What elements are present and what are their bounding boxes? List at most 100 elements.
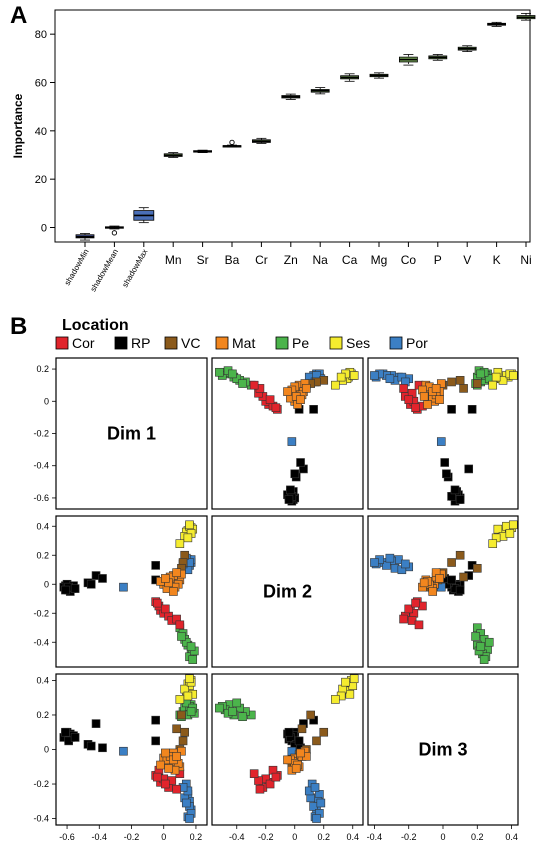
y-tick-label: 40 (35, 126, 47, 138)
point-rp (440, 458, 450, 467)
x-tick-label: Na (313, 253, 329, 267)
dimension-label: Dim 3 (418, 740, 467, 760)
x-tick-label: Mn (165, 253, 182, 267)
y-tick-label: -0.2 (33, 779, 49, 789)
y-tick-label: 0 (44, 396, 49, 406)
point-rp (61, 727, 70, 737)
point-pe (181, 637, 191, 647)
x-tick-label: Ba (225, 253, 240, 267)
point-vc (180, 727, 189, 737)
y-tick-label: -0.2 (33, 429, 49, 439)
point-mat (177, 746, 186, 756)
legend-label-pe: Pe (292, 335, 309, 351)
point-por (310, 783, 320, 792)
y-tick-label: 0.4 (36, 675, 49, 685)
dimension-label: Dim 1 (107, 424, 156, 444)
point-por (181, 798, 191, 808)
y-tick-label: 0 (41, 223, 47, 235)
point-cor (255, 784, 265, 794)
point-pe (186, 707, 196, 716)
x-tick-label: Ca (342, 253, 358, 267)
x-tick-label: 0.2 (317, 832, 330, 842)
point-mat (169, 587, 178, 596)
legend-swatch-por (389, 336, 403, 350)
point-cor (404, 604, 414, 614)
point-por (119, 746, 128, 756)
point-cor (411, 598, 420, 608)
y-axis-label: Importance (11, 93, 25, 158)
y-tick-label: -0.2 (33, 608, 49, 618)
point-pe (471, 632, 480, 641)
point-vc (447, 377, 456, 387)
x-tick-label: Ni (520, 253, 531, 267)
legend-label-mat: Mat (232, 335, 255, 351)
x-tick-label: -0.4 (92, 832, 108, 842)
legend-label-rp: RP (131, 335, 150, 351)
point-cor (161, 779, 170, 789)
point-cor (175, 620, 185, 630)
point-ses (331, 695, 340, 704)
point-vc (297, 724, 307, 734)
point-mat (296, 748, 305, 758)
legend-label-por: Por (406, 335, 428, 351)
point-mat (435, 574, 444, 583)
legend-swatch-rp (114, 336, 128, 350)
point-pe (238, 379, 247, 388)
point-cor (152, 598, 162, 608)
point-ses (349, 674, 359, 684)
point-cor (249, 380, 259, 390)
point-vc (172, 724, 181, 734)
point-mat (164, 764, 173, 773)
point-cor (265, 779, 275, 789)
point-cor (254, 776, 263, 785)
point-mat (283, 755, 292, 765)
point-vc (472, 379, 482, 388)
point-cor (271, 403, 281, 413)
box-outlier (111, 230, 118, 236)
point-cor (399, 614, 408, 624)
point-rp (70, 733, 80, 742)
x-tick-label: Mg (371, 253, 388, 267)
x-tick-label: 0 (292, 832, 297, 842)
point-por (316, 798, 326, 808)
legend-swatch-pe (275, 336, 289, 350)
point-ses (505, 529, 515, 538)
point-cor (271, 772, 281, 782)
x-tick-label: Zn (284, 253, 298, 267)
point-rp (151, 736, 160, 746)
point-mat (423, 400, 432, 409)
point-ses (175, 695, 185, 704)
point-cor (249, 769, 259, 778)
point-ses (488, 380, 498, 390)
point-rp (464, 464, 474, 474)
point-cor (407, 616, 417, 625)
legend-title: Location (62, 317, 129, 334)
point-mat (296, 395, 305, 404)
y-tick-label: -0.4 (33, 461, 49, 471)
point-por (436, 437, 446, 446)
point-pe (215, 703, 224, 713)
panel-r1-c3 (367, 357, 519, 510)
point-rp (284, 495, 294, 504)
point-rp (91, 719, 101, 728)
point-ses (336, 372, 346, 382)
point-ses (349, 371, 359, 380)
point-cor (399, 384, 408, 393)
point-mat (436, 379, 446, 388)
point-pe (188, 655, 198, 664)
legend-swatch-cor (55, 336, 69, 350)
panel-r2-c1 (55, 515, 208, 668)
point-pe (479, 655, 489, 664)
point-por (312, 814, 321, 823)
point-ses (183, 533, 193, 543)
panel-r3-c2 (211, 673, 364, 826)
point-mat (419, 578, 429, 588)
point-ses (183, 691, 193, 701)
point-rp (86, 741, 96, 751)
y-tick-label: -0.4 (33, 637, 49, 647)
point-mat (435, 395, 444, 404)
point-rp (455, 495, 465, 504)
point-pe (228, 707, 237, 716)
point-vc (319, 727, 329, 737)
